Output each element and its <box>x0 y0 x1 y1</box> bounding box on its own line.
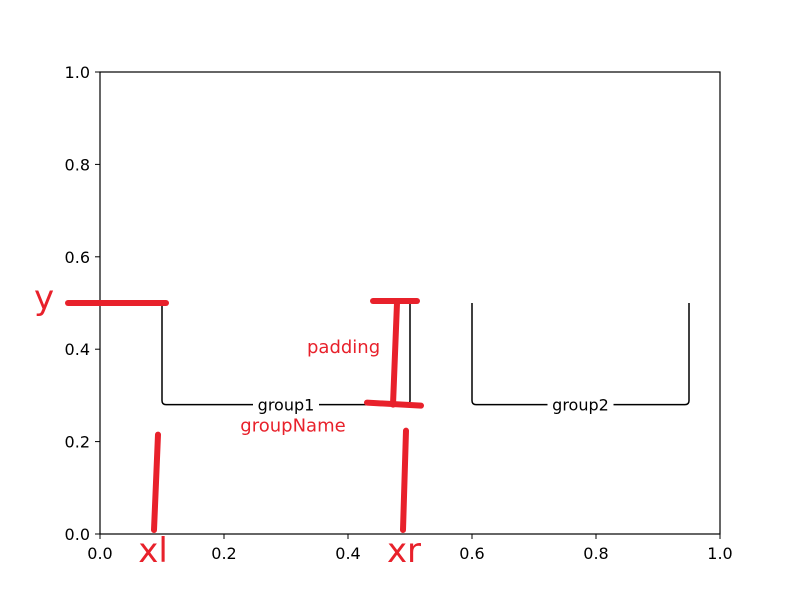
y-tick-label: 0.4 <box>65 340 90 359</box>
bracket-label: group2 <box>552 396 609 415</box>
x-tick-label: 0.0 <box>87 544 112 563</box>
y-tick-label: 1.0 <box>65 63 90 82</box>
annotations: y padding groupName xl xr <box>34 278 424 571</box>
group-brackets: group1 group2 <box>161 303 690 415</box>
bracket-group2 <box>471 303 690 406</box>
axes: 0.0 0.2 0.4 0.6 0.8 1.0 0.0 0.2 0.4 0.6 0.8 1.0 <box>65 63 733 563</box>
x-tick-label: 0.4 <box>335 544 360 563</box>
group-name-annotation: groupName <box>240 416 345 437</box>
x-tick-label: 0.2 <box>211 544 236 563</box>
bracket-label-bg <box>547 395 614 414</box>
y-tick-label: 0.6 <box>65 248 90 267</box>
y-annotation: y <box>34 278 54 318</box>
xl-marker-line <box>151 431 161 533</box>
xr-annotation: xr <box>387 531 421 571</box>
x-tick-label: 1.0 <box>707 544 732 563</box>
x-tick-label: 0.6 <box>459 544 484 563</box>
xl-annotation: xl <box>138 531 168 571</box>
bracket-label: group1 <box>258 396 315 415</box>
padding-marker-bottom <box>364 399 424 409</box>
y-tick-label: 0.2 <box>65 433 90 452</box>
y-tick-label: 0.8 <box>65 155 90 174</box>
padding-annotation: padding <box>307 337 380 358</box>
bracket-label-bg <box>253 395 319 414</box>
padding-marker-stem <box>390 300 400 408</box>
y-tick-label: 0.0 <box>65 525 90 544</box>
x-tick-label: 0.8 <box>583 544 608 563</box>
xr-marker-line <box>400 427 409 533</box>
